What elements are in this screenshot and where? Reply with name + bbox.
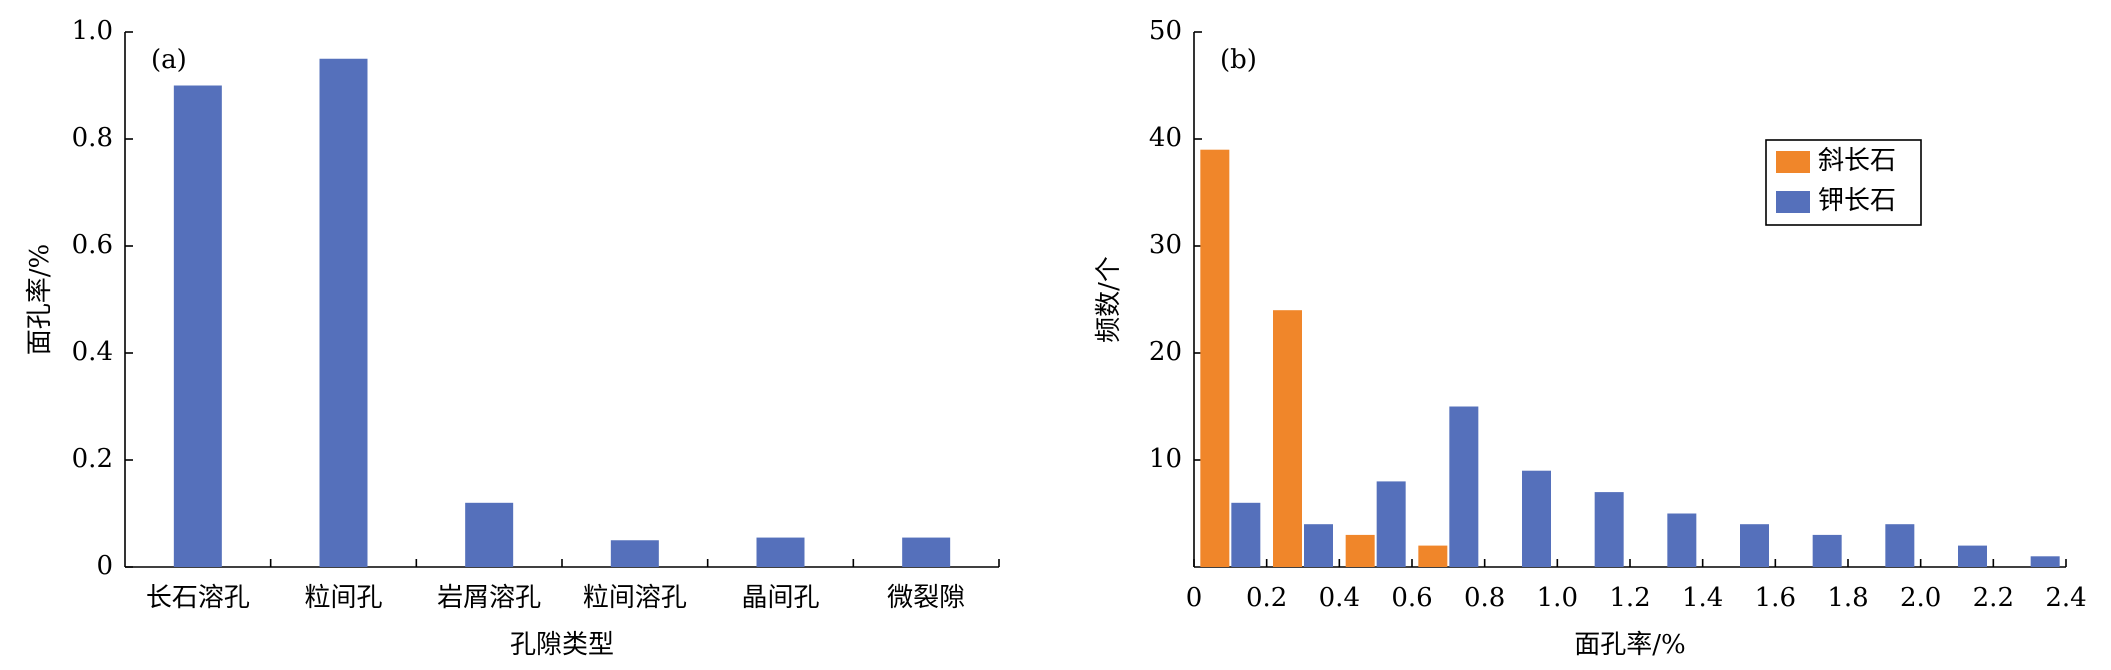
x-tick-label: 0	[1186, 583, 1203, 613]
x-tick-label: 1.8	[1827, 583, 1868, 613]
x-tick-label: 2.4	[2045, 583, 2086, 613]
x-axis-label: 孔隙类型	[510, 630, 614, 660]
bar	[1885, 524, 1915, 567]
y-tick-label: 1.0	[72, 16, 113, 46]
bar	[465, 502, 514, 567]
legend-label: 钾长石	[1818, 186, 1896, 216]
bar	[1667, 513, 1697, 567]
y-tick-label: 10	[1149, 444, 1182, 474]
legend-swatch	[1776, 191, 1810, 213]
bar	[1594, 492, 1624, 567]
bar	[319, 58, 368, 567]
bar	[1522, 470, 1551, 567]
legend-label: 斜长石	[1818, 146, 1896, 176]
x-tick-label: 0.6	[1391, 583, 1432, 613]
y-tick-label: 30	[1149, 230, 1182, 260]
bar	[2030, 556, 2060, 567]
y-tick-label: 0.4	[72, 337, 113, 367]
bar	[1345, 534, 1375, 567]
x-tick-label: 粒间孔	[304, 583, 382, 613]
bar	[1449, 406, 1479, 567]
annotation: (a)	[151, 45, 187, 75]
bar	[1273, 310, 1302, 567]
bar	[1200, 149, 1230, 567]
y-tick-label: 0.2	[72, 444, 113, 474]
bar	[1812, 534, 1842, 567]
y-tick-label: 40	[1149, 123, 1182, 153]
x-tick-label: 1.2	[1609, 583, 1650, 613]
y-tick-label: 50	[1149, 16, 1182, 46]
x-tick-label: 粒间溶孔	[583, 583, 687, 613]
legend-swatch	[1776, 151, 1810, 173]
y-tick-label: 0	[96, 551, 113, 581]
x-axis-label: 面孔率/%	[1574, 630, 1685, 660]
bar	[1231, 502, 1261, 567]
bar	[902, 537, 951, 567]
x-tick-label: 1.6	[1755, 583, 1796, 613]
x-tick-label: 微裂隙	[887, 583, 965, 613]
y-axis-label: 面孔率/%	[25, 244, 55, 355]
x-tick-label: 0.8	[1464, 583, 1505, 613]
bar	[1376, 481, 1406, 567]
bar	[756, 537, 805, 567]
y-tick-label: 0.6	[72, 230, 113, 260]
x-tick-label: 晶间孔	[741, 583, 819, 613]
x-tick-label: 1.0	[1537, 583, 1578, 613]
x-tick-label: 2.0	[1900, 583, 1941, 613]
x-tick-label: 岩屑溶孔	[437, 583, 541, 613]
y-tick-label: 0.8	[72, 123, 113, 153]
x-tick-label: 1.4	[1682, 583, 1723, 613]
y-axis-label: 频数/个	[1094, 256, 1124, 343]
x-tick-label: 0.2	[1246, 583, 1287, 613]
bar	[1418, 545, 1448, 567]
y-tick-label: 20	[1149, 337, 1182, 367]
bar	[173, 85, 222, 567]
bar	[610, 540, 659, 567]
annotation: (b)	[1220, 45, 1257, 75]
x-tick-label: 长石溶孔	[146, 583, 250, 613]
x-tick-label: 2.2	[1973, 583, 2014, 613]
x-tick-label: 0.4	[1319, 583, 1360, 613]
bar	[1740, 524, 1769, 567]
bar	[1958, 545, 1987, 567]
bar	[1304, 524, 1333, 567]
